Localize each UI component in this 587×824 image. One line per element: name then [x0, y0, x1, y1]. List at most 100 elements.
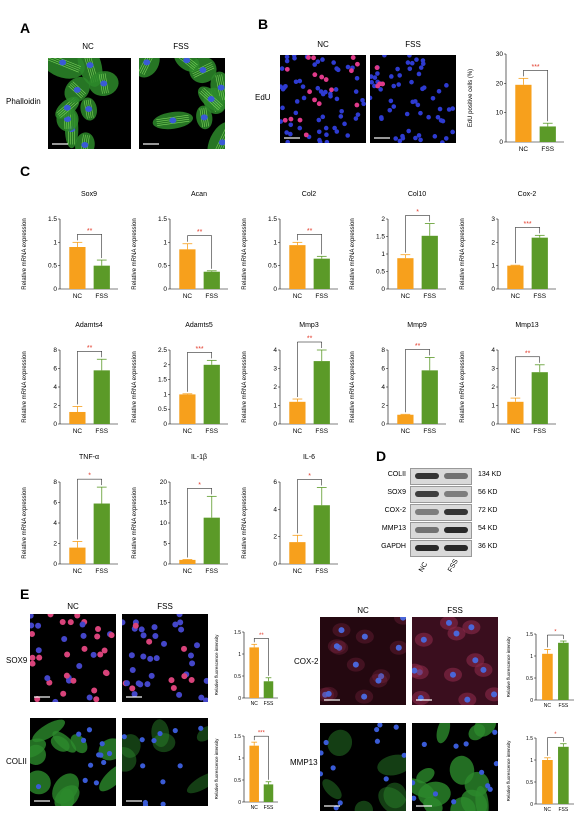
nucleus: [128, 652, 135, 659]
blot-kd-label: 72 KD: [478, 507, 498, 514]
bar-nc: [69, 547, 86, 564]
cell: [468, 724, 486, 741]
nucleus: [30, 614, 34, 619]
y-tick-label: 0: [530, 802, 533, 808]
nucleus: [420, 636, 427, 643]
nucleus: [360, 97, 365, 103]
nucleus: [410, 99, 416, 105]
edu-positive-nucleus: [354, 102, 360, 108]
blot-strip: [410, 540, 472, 557]
nucleus: [30, 630, 36, 637]
nucleus: [35, 622, 42, 629]
blot-band: [415, 509, 439, 515]
y-axis-label: Relative fluorescence intensity: [214, 738, 219, 800]
cell: [354, 800, 373, 811]
y-tick-label: 1.5: [234, 734, 241, 740]
nucleus: [176, 614, 183, 618]
significance-label: **: [87, 345, 93, 352]
y-tick-label: 3: [491, 216, 495, 223]
nucleus: [391, 104, 397, 109]
nucleus: [293, 110, 299, 116]
nucleus: [76, 731, 82, 737]
bar-fss: [203, 517, 220, 564]
nucleus: [160, 779, 166, 785]
significance-label: **: [307, 228, 313, 235]
x-tick-label: FSS: [423, 428, 436, 435]
bar-fss: [558, 746, 569, 804]
nucleus: [59, 59, 67, 66]
cell: [30, 738, 47, 759]
edu-positive-nucleus: [316, 101, 322, 107]
nucleus: [334, 96, 340, 102]
x-tick-label: NC: [544, 807, 552, 813]
x-tick-label: NC: [183, 293, 193, 300]
nucleus: [80, 737, 87, 743]
colii-nc-image: [30, 718, 116, 806]
nucleus: [397, 138, 403, 143]
edu-positive-nucleus: [311, 55, 316, 61]
nucleus: [396, 82, 401, 87]
nucleus: [301, 95, 307, 101]
sox9-chart: Sox9 0 0.5 1 1.5 Relative mRNA expression NC FS…: [18, 187, 128, 310]
x-tick-label: FSS: [558, 807, 568, 813]
nucleus: [449, 671, 456, 678]
significance-label: ***: [531, 64, 539, 71]
nucleus: [129, 667, 136, 674]
nucleus: [345, 64, 351, 70]
nucleus: [30, 622, 35, 629]
y-axis-label: Relative fluorescence intensity: [506, 636, 511, 698]
y-axis-label: Relative mRNA expression: [132, 351, 138, 422]
bar-fss: [93, 370, 110, 424]
x-tick-label: FSS: [315, 293, 328, 300]
chart-title: Mmp9: [407, 322, 427, 329]
cell: [186, 771, 208, 794]
nucleus: [203, 677, 208, 684]
bar-nc: [507, 265, 524, 289]
bar-nc: [289, 401, 306, 424]
panel-label-e: E: [20, 586, 30, 602]
nucleus: [388, 98, 394, 104]
panel-label-c: C: [20, 163, 31, 179]
nucleus: [85, 106, 93, 113]
blot-kd-label: 54 KD: [478, 525, 498, 532]
cell: [377, 754, 406, 776]
nucleus: [108, 632, 115, 639]
nucleus: [280, 86, 286, 92]
y-tick-label: 4: [53, 384, 57, 391]
cell: [152, 733, 176, 753]
bar-nc: [397, 258, 414, 289]
nucleus: [333, 643, 340, 650]
bar-nc: [69, 411, 86, 424]
y-axis-label: Relative mRNA expression: [22, 218, 28, 289]
y-tick-label: 1: [238, 756, 241, 762]
nucleus: [393, 724, 399, 730]
x-tick-label: NC: [73, 428, 83, 435]
x-tick-label: FSS: [541, 146, 554, 153]
y-tick-label: 2: [53, 403, 57, 410]
nucleus: [337, 800, 343, 806]
nucleus: [187, 652, 194, 659]
nucleus: [418, 110, 423, 116]
nucleus: [140, 653, 147, 660]
cox2-chart: Cox-2 0 1 2 3 Relative mRNA expression NC FSS **…: [456, 187, 566, 310]
nucleus: [81, 645, 88, 652]
blot-band: [444, 509, 468, 515]
nucleus: [435, 114, 441, 120]
nucleus: [218, 139, 225, 146]
nucleus: [152, 632, 159, 639]
significance-label: ***: [523, 221, 531, 228]
bar-nc: [507, 401, 524, 424]
nucleus: [468, 624, 475, 631]
significance-bracket: [77, 351, 103, 405]
chart-title: Mmp13: [515, 322, 538, 329]
cell: [475, 785, 489, 811]
y-tick-label: 0.5: [158, 263, 167, 270]
bar-nc: [179, 249, 196, 289]
nucleus: [177, 619, 184, 626]
blot-strip: [410, 486, 472, 503]
edu-positive-nucleus: [377, 81, 383, 87]
nucleus: [67, 619, 74, 626]
edu-positive-nucleus: [284, 66, 290, 72]
nucleus: [397, 73, 402, 78]
nucleus: [370, 95, 373, 101]
